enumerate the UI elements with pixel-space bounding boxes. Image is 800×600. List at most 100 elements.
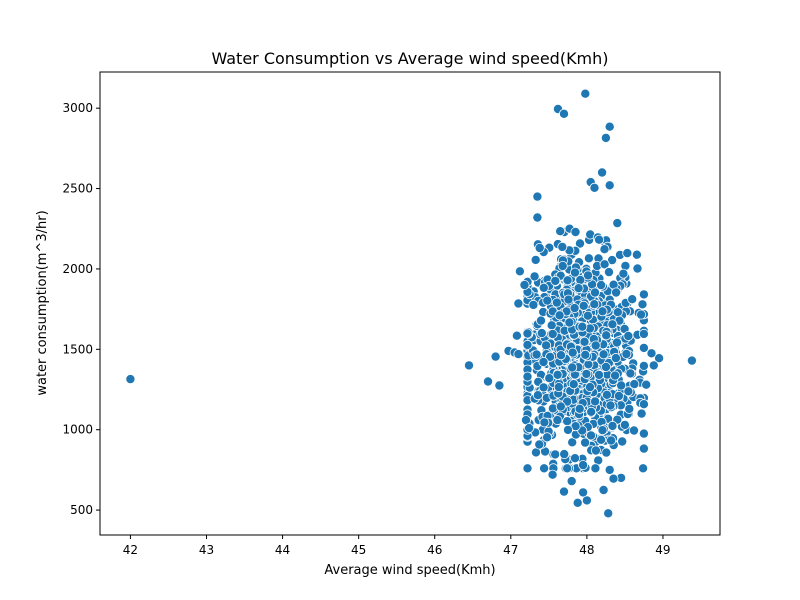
data-point bbox=[601, 330, 612, 341]
data-point bbox=[636, 309, 647, 320]
data-point bbox=[554, 310, 565, 321]
data-point bbox=[646, 348, 657, 359]
data-point bbox=[578, 300, 589, 311]
y-tick-label: 2500 bbox=[62, 182, 93, 196]
data-point bbox=[528, 299, 539, 310]
data-point bbox=[638, 360, 649, 371]
data-point bbox=[544, 373, 555, 384]
x-tick-label: 49 bbox=[655, 543, 670, 557]
data-point bbox=[597, 167, 608, 178]
data-point bbox=[574, 403, 585, 414]
data-point bbox=[570, 453, 581, 464]
data-point bbox=[580, 349, 591, 360]
data-point bbox=[654, 353, 665, 364]
data-point bbox=[629, 425, 640, 436]
data-point bbox=[577, 321, 588, 332]
data-point bbox=[637, 299, 648, 310]
data-point bbox=[619, 419, 630, 430]
data-point bbox=[590, 445, 601, 456]
data-point bbox=[604, 121, 615, 132]
data-point bbox=[608, 473, 619, 484]
data-point bbox=[590, 287, 601, 298]
data-point bbox=[611, 287, 622, 298]
data-point bbox=[532, 191, 543, 202]
data-point bbox=[547, 469, 558, 480]
data-point bbox=[586, 406, 597, 417]
data-point bbox=[594, 369, 605, 380]
data-point bbox=[638, 428, 649, 439]
data-point bbox=[638, 342, 649, 353]
y-axis: 500 1000 1500 2000 2500 3000 bbox=[62, 101, 100, 517]
y-tick-label: 1000 bbox=[62, 423, 93, 437]
data-point bbox=[513, 298, 524, 309]
data-point bbox=[597, 425, 608, 436]
data-point bbox=[559, 449, 570, 460]
data-point bbox=[606, 435, 617, 446]
data-point bbox=[613, 390, 624, 401]
data-point bbox=[600, 132, 611, 143]
data-point bbox=[567, 362, 578, 373]
x-tick-label: 42 bbox=[123, 543, 138, 557]
data-point bbox=[638, 443, 649, 454]
data-point bbox=[519, 279, 530, 290]
data-point bbox=[562, 416, 573, 427]
data-point bbox=[575, 274, 586, 285]
data-point bbox=[601, 447, 612, 458]
data-point bbox=[563, 424, 574, 435]
data-point bbox=[598, 484, 609, 495]
data-point bbox=[629, 379, 640, 390]
x-tick-label: 47 bbox=[503, 543, 518, 557]
data-point bbox=[550, 449, 561, 460]
data-point bbox=[586, 430, 597, 441]
data-point bbox=[590, 340, 601, 351]
data-point bbox=[638, 463, 649, 474]
data-point bbox=[578, 460, 589, 471]
data-point bbox=[594, 234, 605, 245]
data-point bbox=[599, 244, 610, 255]
data-point bbox=[612, 218, 623, 229]
x-tick-label: 48 bbox=[579, 543, 594, 557]
data-point bbox=[529, 271, 540, 282]
data-point bbox=[621, 348, 632, 359]
data-point bbox=[636, 408, 647, 419]
data-point bbox=[559, 108, 570, 119]
x-tick-label: 45 bbox=[351, 543, 366, 557]
data-point bbox=[623, 386, 634, 397]
data-point bbox=[566, 476, 577, 487]
data-point bbox=[596, 280, 607, 291]
data-point bbox=[607, 420, 618, 431]
data-point bbox=[562, 463, 573, 474]
data-point bbox=[538, 382, 549, 393]
data-point bbox=[532, 212, 543, 223]
data-point bbox=[490, 351, 501, 362]
data-point bbox=[522, 339, 533, 350]
data-point bbox=[534, 242, 545, 253]
data-point bbox=[522, 328, 533, 339]
data-point bbox=[578, 487, 589, 498]
data-point bbox=[638, 399, 649, 410]
data-point bbox=[627, 294, 638, 305]
data-point bbox=[569, 303, 580, 314]
data-points bbox=[125, 88, 697, 519]
data-point bbox=[542, 432, 553, 443]
data-point bbox=[612, 307, 623, 318]
data-point bbox=[625, 368, 636, 379]
x-axis: 42 43 44 45 46 47 48 49 bbox=[123, 535, 671, 557]
data-point bbox=[641, 379, 652, 390]
data-point bbox=[624, 403, 635, 414]
data-point bbox=[597, 306, 608, 317]
data-point bbox=[610, 353, 621, 364]
data-point bbox=[583, 253, 594, 264]
data-point bbox=[580, 437, 591, 448]
data-point bbox=[545, 351, 556, 362]
data-point bbox=[610, 370, 621, 381]
data-point bbox=[555, 226, 566, 237]
data-point bbox=[632, 263, 643, 274]
data-point bbox=[589, 182, 600, 193]
data-point bbox=[601, 361, 612, 372]
data-point bbox=[582, 310, 593, 321]
x-tick-label: 43 bbox=[199, 543, 214, 557]
y-tick-label: 500 bbox=[70, 503, 93, 517]
